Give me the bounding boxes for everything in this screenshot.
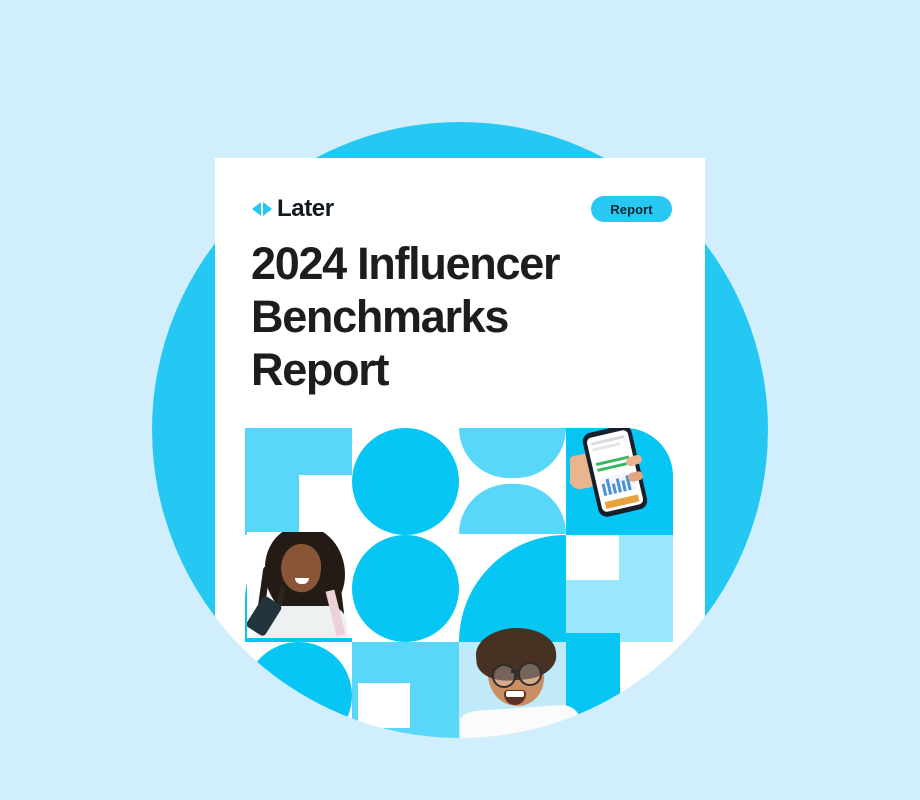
- mosaic-tile-quarter-tl: [459, 535, 566, 642]
- boy-hair: [474, 628, 558, 683]
- boy-shirt: [460, 703, 580, 749]
- later-logo-text: Later: [277, 195, 334, 222]
- photo-smiling-boy: [460, 628, 580, 749]
- boy-glasses: [492, 664, 516, 688]
- title-line-3: Report: [251, 344, 390, 395]
- report-badge: Report: [591, 196, 672, 222]
- boy-glasses-bridge: [511, 670, 519, 673]
- mosaic-tile-square-notch-tl: [566, 535, 673, 642]
- photo-hand-holding-phone: [570, 428, 650, 522]
- mosaic-tile-square-notch-br: [245, 428, 352, 535]
- photo-woman-with-phone: [247, 532, 352, 638]
- title-line-2: Benchmarks: [251, 291, 509, 342]
- mosaic-tile-circle: [352, 428, 459, 535]
- boy-glasses: [518, 662, 542, 686]
- title-line-1: 2024 Influencer: [251, 238, 560, 289]
- boy-teeth: [506, 691, 524, 697]
- later-logo: Later: [252, 197, 334, 221]
- arrow-right-icon: [263, 202, 272, 216]
- mosaic-tile-circle: [245, 642, 352, 749]
- report-badge-label: Report: [610, 201, 653, 217]
- mosaic-tile-circle: [352, 535, 459, 642]
- mosaic-tile-square-notch-bl: [352, 642, 459, 749]
- mosaic-tile-half-discs: [459, 428, 566, 535]
- arrow-left-icon: [252, 202, 261, 216]
- page-title: 2024 Influencer Benchmarks Report: [251, 237, 560, 396]
- later-double-arrow-icon: [252, 202, 272, 216]
- mosaic-tile-half-left: [566, 633, 673, 749]
